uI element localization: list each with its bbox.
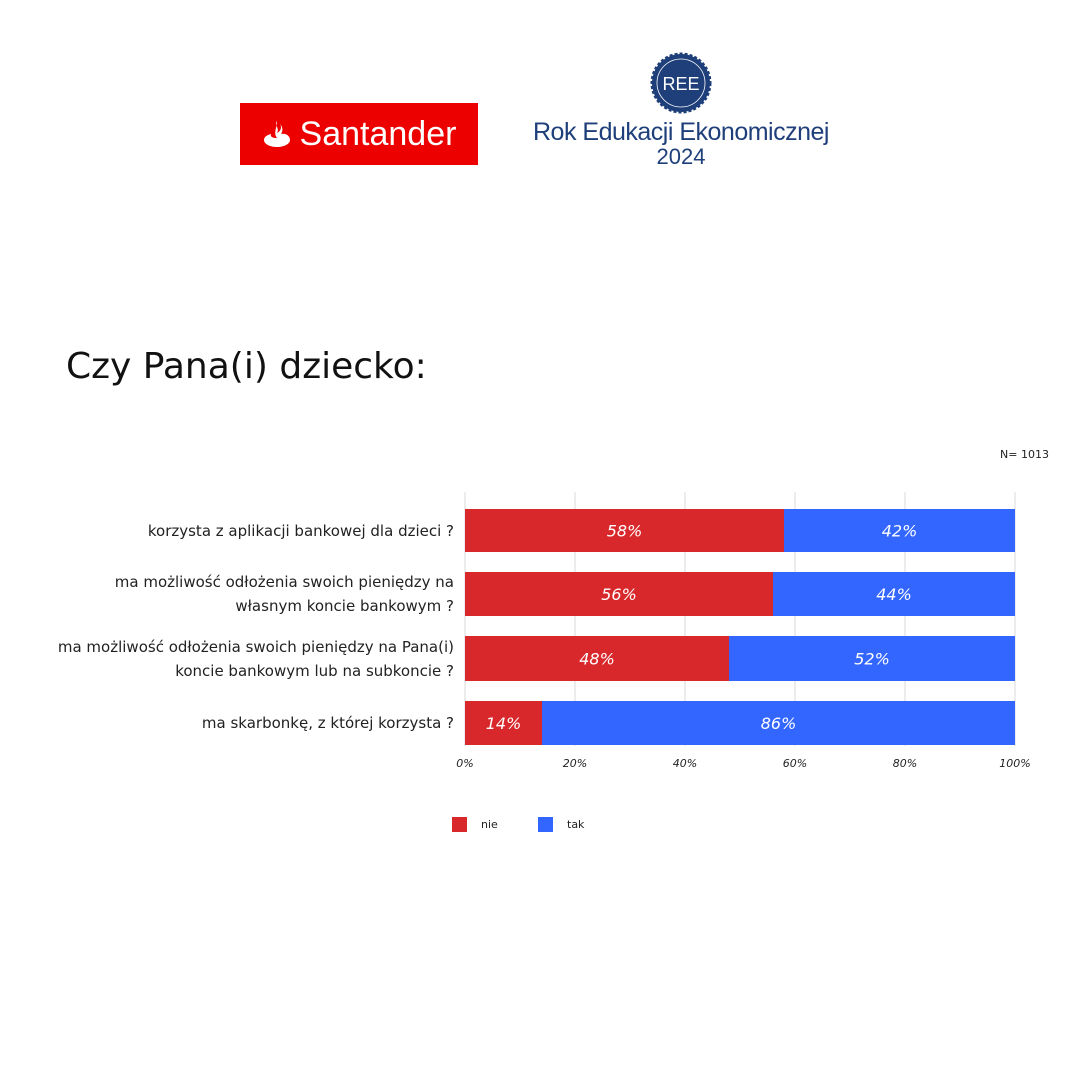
sample-size: N= 1013 — [1000, 448, 1049, 461]
data-label: 42% — [882, 522, 918, 541]
data-label: 52% — [854, 650, 890, 669]
ree-title: Rok Edukacji Ekonomicznej — [533, 118, 829, 146]
bar-tak — [542, 701, 1015, 745]
bar-nie — [465, 701, 542, 745]
data-label: 56% — [601, 585, 637, 604]
ree-logo: REE Rok Edukacji Ekonomicznej 2024 — [528, 52, 834, 172]
data-label: 14% — [486, 714, 522, 733]
x-tick-label: 80% — [893, 757, 917, 770]
x-tick-label: 100% — [999, 757, 1030, 770]
data-label: 58% — [607, 522, 643, 541]
santander-wordmark: Santander — [299, 114, 457, 153]
data-label: 44% — [876, 585, 912, 604]
bar-nie — [465, 572, 773, 616]
category-label-line: ma skarbonkę, z której korzysta ? — [201, 714, 454, 732]
category-label-line: ma możliwość odłożenia swoich pieniędzy … — [114, 573, 454, 591]
bar-tak — [784, 509, 1015, 552]
legend-label-nie: nie — [481, 818, 498, 831]
page-title: Czy Pana(i) dziecko: — [66, 346, 427, 387]
flame-icon — [263, 121, 290, 147]
legend-swatch-tak — [538, 817, 553, 832]
x-tick-label: 40% — [673, 757, 697, 770]
bar-nie — [465, 509, 784, 552]
category-label: ma możliwość odłożenia swoich pieniędzy … — [115, 570, 454, 618]
bar-nie — [465, 636, 729, 681]
x-tick-label: 20% — [563, 757, 587, 770]
legend-item-tak: tak — [538, 817, 584, 832]
category-label-line: korzysta z aplikacji bankowej dla dzieci… — [147, 521, 454, 540]
ree-year: 2024 — [656, 144, 706, 169]
data-label: 86% — [761, 714, 797, 733]
ree-badge-icon: REE — [650, 52, 712, 114]
santander-logo: Santander — [240, 103, 478, 165]
bar-tak — [729, 636, 1015, 681]
category-label-line: ma możliwość odłożenia swoich pieniędzy … — [57, 637, 454, 656]
x-tick-label: 60% — [783, 757, 807, 770]
legend-swatch-nie — [452, 817, 467, 832]
category-label-line: koncie bankowym lub na subkoncie ? — [175, 661, 454, 680]
legend-label-tak: tak — [567, 818, 585, 831]
category-label: korzysta z aplikacji bankowej dla dzieci… — [148, 519, 454, 543]
x-tick-label: 0% — [456, 757, 473, 770]
category-label: ma skarbonkę, z której korzysta ? — [202, 711, 454, 735]
category-label: ma możliwość odłożenia swoich pieniędzy … — [58, 635, 454, 683]
data-label: 48% — [579, 650, 615, 669]
legend-item-nie: nie — [452, 817, 498, 832]
bar-tak — [773, 572, 1015, 616]
category-label-line: własnym koncie bankowym ? — [235, 597, 454, 615]
ree-badge-text: REE — [662, 74, 699, 94]
